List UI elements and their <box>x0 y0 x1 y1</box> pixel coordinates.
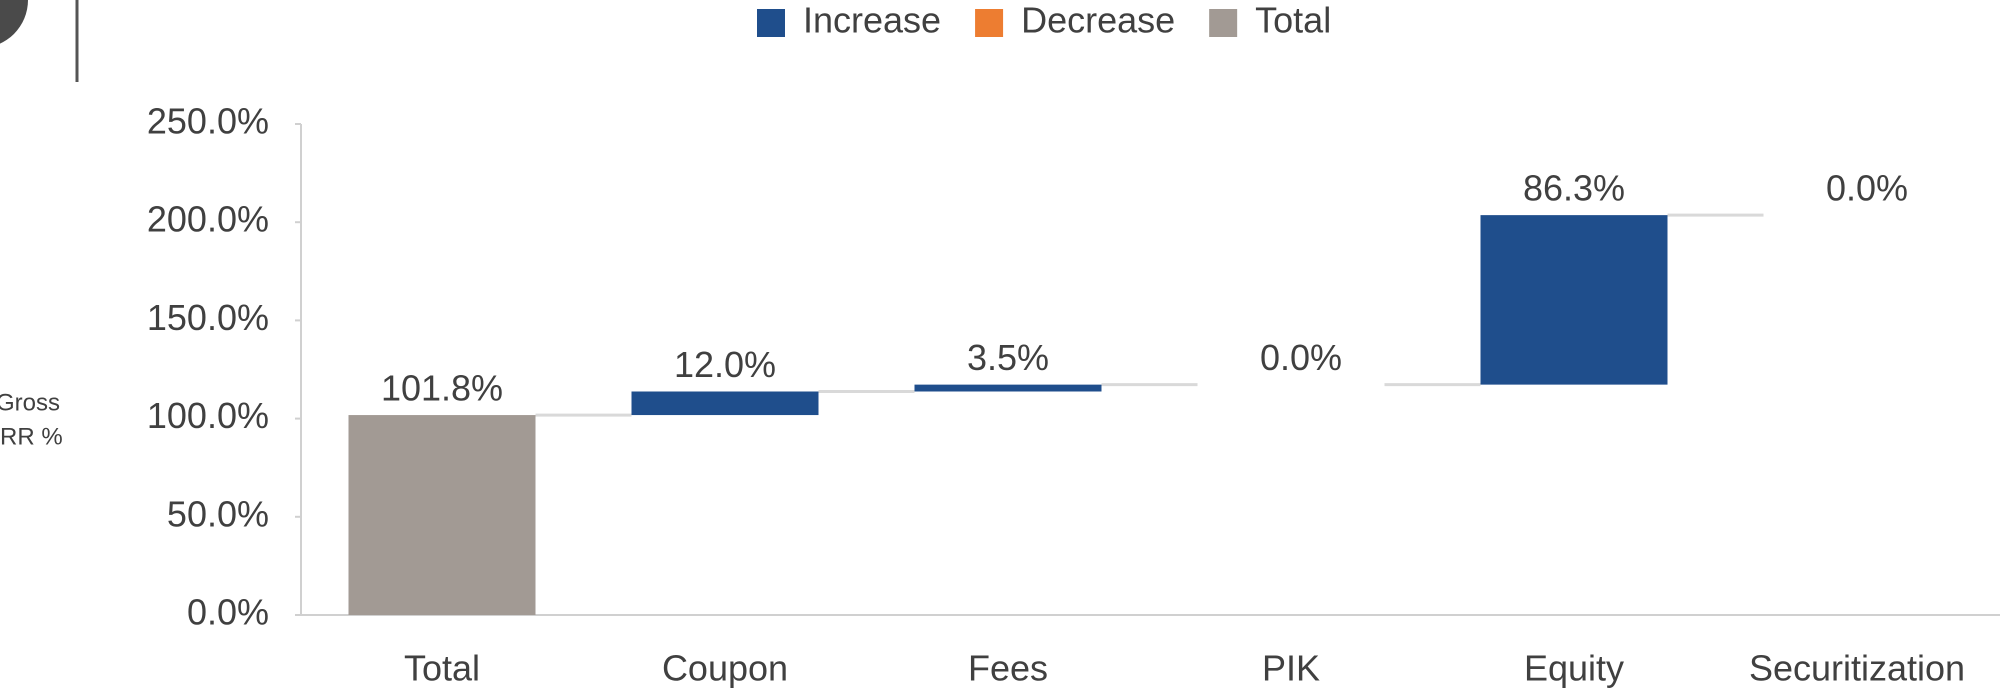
value-label: 12.0% <box>674 344 776 385</box>
legend-swatch <box>757 9 785 37</box>
value-label: 0.0% <box>1260 337 1342 378</box>
bar <box>1480 215 1668 385</box>
x-tick-label: Equity <box>1524 648 1624 689</box>
value-label: 86.3% <box>1523 168 1625 209</box>
y-tick-label: 50.0% <box>167 493 269 534</box>
value-label: 0.0% <box>1826 168 1908 209</box>
legend-label: Increase <box>803 0 941 41</box>
bar <box>631 391 819 416</box>
bar <box>348 415 536 615</box>
legend-swatch <box>975 9 1004 37</box>
y-tick-label: 200.0% <box>147 199 269 240</box>
legend-label: Decrease <box>1021 0 1175 41</box>
legend-swatch <box>1209 9 1238 37</box>
decor-circle <box>0 0 28 44</box>
y-axis-label: Gross <box>0 389 60 416</box>
x-tick-label: PIK <box>1262 648 1320 689</box>
value-label: 101.8% <box>381 368 503 409</box>
x-tick-label: Coupon <box>662 648 788 689</box>
bar <box>914 384 1102 392</box>
x-tick-label: Fees <box>968 648 1048 689</box>
x-tick-label: Securitization <box>1749 648 1965 689</box>
y-tick-label: 150.0% <box>147 297 269 338</box>
y-tick-label: 250.0% <box>147 101 269 142</box>
y-tick-label: 0.0% <box>187 592 269 633</box>
y-tick-label: 100.0% <box>147 395 269 436</box>
value-label: 3.5% <box>967 337 1049 378</box>
x-tick-label: Total <box>404 648 480 689</box>
y-axis-label: IRR % <box>0 423 63 450</box>
legend-label: Total <box>1255 0 1331 41</box>
